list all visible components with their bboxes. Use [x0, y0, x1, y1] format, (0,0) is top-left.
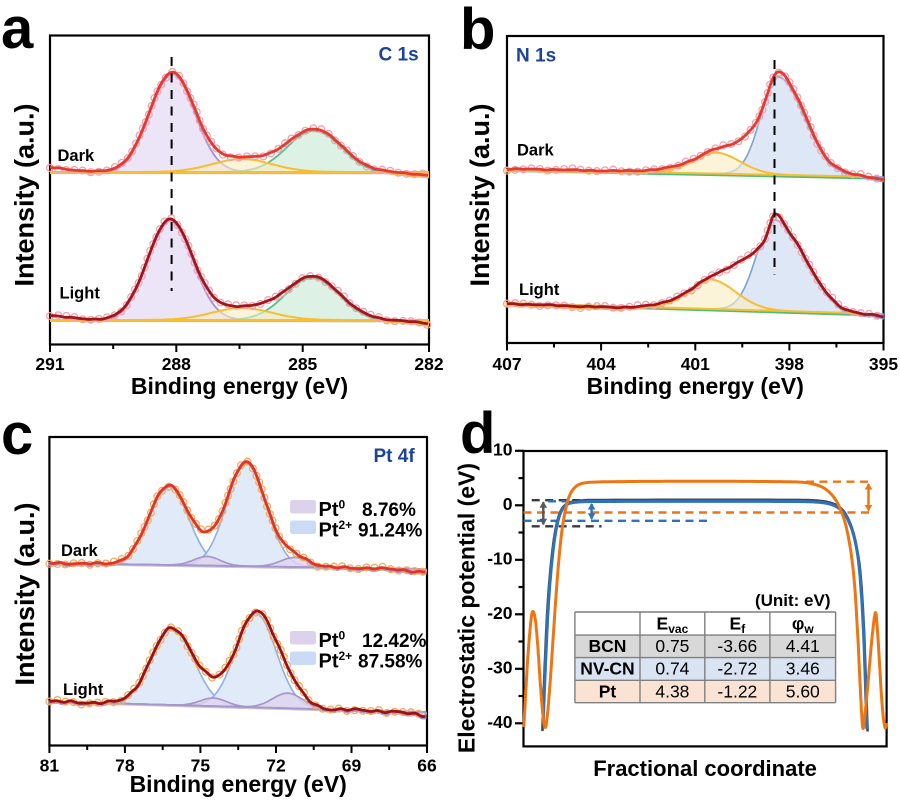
- svg-text:-1.22: -1.22: [717, 681, 757, 701]
- svg-text:4.41: 4.41: [786, 636, 820, 656]
- svg-text:291: 291: [35, 354, 64, 374]
- svg-text:-10: -10: [487, 548, 513, 568]
- svg-text:398: 398: [775, 354, 804, 374]
- svg-text:10: 10: [493, 439, 513, 459]
- svg-text:Binding energy (eV): Binding energy (eV): [131, 373, 348, 399]
- svg-text:Binding energy (eV): Binding energy (eV): [587, 373, 804, 399]
- svg-text:0.75: 0.75: [655, 636, 689, 656]
- svg-text:5.60: 5.60: [786, 681, 820, 701]
- svg-text:(Unit: eV): (Unit: eV): [755, 591, 831, 610]
- svg-text:407: 407: [492, 354, 521, 374]
- svg-text:0: 0: [503, 494, 513, 514]
- svg-text:Binding energy (eV): Binding energy (eV): [130, 771, 347, 797]
- svg-text:N 1s: N 1s: [516, 46, 556, 67]
- svg-text:-3.66: -3.66: [717, 636, 757, 656]
- svg-text:81: 81: [40, 756, 60, 776]
- svg-text:Pt2+: Pt2+: [319, 518, 353, 542]
- svg-text:Fractional coordinate: Fractional coordinate: [593, 756, 817, 781]
- svg-text:Pt: Pt: [599, 681, 617, 701]
- svg-text:3.46: 3.46: [786, 659, 820, 679]
- svg-text:Light: Light: [63, 681, 104, 699]
- svg-text:4.38: 4.38: [655, 681, 689, 701]
- svg-text:-30: -30: [487, 657, 513, 677]
- svg-text:BCN: BCN: [588, 636, 626, 656]
- svg-text:a: a: [1, 0, 34, 61]
- svg-text:75: 75: [191, 756, 211, 776]
- svg-text:NV-CN: NV-CN: [580, 659, 634, 679]
- svg-text:c: c: [1, 402, 33, 467]
- svg-text:Intensity (a.u.): Intensity (a.u.): [10, 502, 40, 685]
- svg-text:69: 69: [342, 756, 362, 776]
- svg-text:C 1s: C 1s: [379, 45, 419, 66]
- svg-text:Pt 4f: Pt 4f: [374, 446, 416, 467]
- svg-text:72: 72: [266, 756, 286, 776]
- svg-text:8.76%: 8.76%: [362, 500, 416, 521]
- svg-text:66: 66: [417, 756, 437, 776]
- svg-text:282: 282: [414, 354, 443, 374]
- svg-text:395: 395: [869, 354, 898, 374]
- svg-text:285: 285: [288, 354, 317, 374]
- svg-text:91.24%: 91.24%: [358, 521, 423, 542]
- svg-text:Dark: Dark: [517, 142, 555, 160]
- svg-text:-40: -40: [487, 712, 513, 732]
- svg-text:d: d: [460, 401, 495, 466]
- svg-text:12.42%: 12.42%: [362, 631, 427, 652]
- svg-text:Light: Light: [519, 281, 560, 299]
- svg-text:Light: Light: [60, 285, 101, 303]
- svg-text:b: b: [460, 0, 495, 62]
- svg-text:-20: -20: [487, 603, 513, 623]
- svg-text:Dark: Dark: [61, 542, 99, 560]
- svg-text:404: 404: [586, 354, 615, 374]
- svg-text:Electrostatic potential (eV): Electrostatic potential (eV): [454, 463, 480, 753]
- svg-text:-2.72: -2.72: [717, 659, 757, 679]
- svg-text:Intensity (a.u.): Intensity (a.u.): [10, 103, 40, 286]
- svg-text:Pt2+: Pt2+: [319, 649, 353, 673]
- svg-text:288: 288: [162, 354, 191, 374]
- svg-text:Dark: Dark: [58, 147, 96, 165]
- svg-text:0.74: 0.74: [655, 659, 689, 679]
- svg-text:78: 78: [115, 756, 135, 776]
- svg-text:Intensity (a.u.): Intensity (a.u.): [465, 103, 495, 286]
- svg-text:87.58%: 87.58%: [358, 652, 423, 673]
- svg-text:401: 401: [681, 354, 710, 374]
